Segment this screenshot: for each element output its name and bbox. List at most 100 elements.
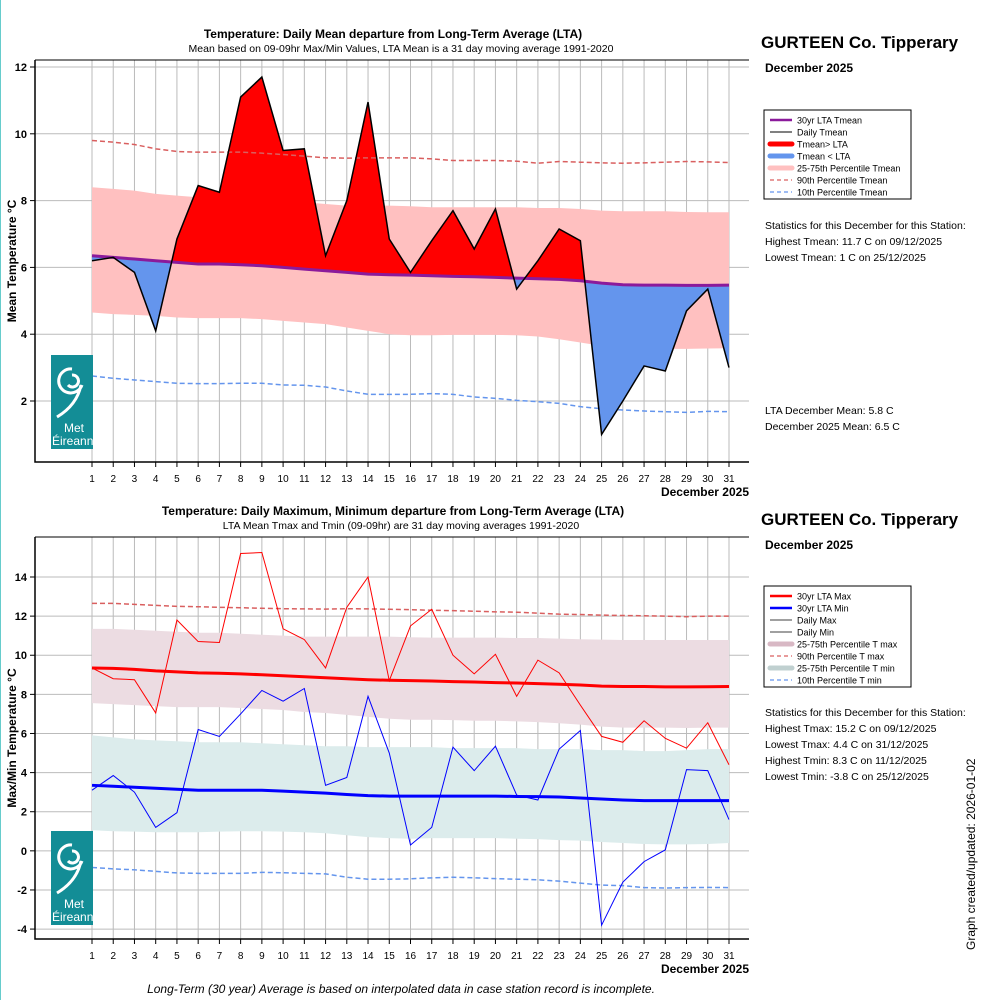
summary-line: LTA December Mean: 5.8 C — [765, 405, 894, 417]
x-tick-label: 8 — [238, 951, 244, 962]
x-tick-label: 25 — [596, 474, 608, 485]
x-tick-label: 12 — [320, 474, 332, 485]
x-tick-label: 5 — [174, 474, 180, 485]
x-tick-label: 4 — [153, 474, 159, 485]
daily-tmean-line — [91, 75, 730, 437]
x-tick-label: 5 — [174, 951, 180, 962]
y-tick-label: 14 — [15, 572, 28, 584]
y-tick-label: 8 — [21, 196, 27, 208]
x-tick-label: 20 — [490, 951, 502, 962]
logo-swirl-icon — [56, 367, 84, 419]
y-tick-label: -2 — [17, 885, 27, 897]
y-axis-label: Max/Min Temperature °C — [5, 668, 19, 808]
y-tick-label: 10 — [15, 650, 27, 662]
stats-line: Lowest Tmax: 4.4 C on 31/12/2025 — [765, 739, 928, 751]
x-tick-label: 28 — [660, 951, 672, 962]
x-tick-label: 10 — [278, 951, 290, 962]
logo-text: Éireann — [52, 433, 93, 448]
y-tick-label: 8 — [21, 689, 27, 701]
y-tick-label: 6 — [21, 262, 27, 274]
x-tick-label: 31 — [723, 951, 735, 962]
x-tick-label: 18 — [447, 474, 459, 485]
legend-item: 90th Percentile T max — [797, 652, 885, 662]
x-tick-label: 27 — [639, 474, 651, 485]
x-tick-label: 24 — [575, 474, 587, 485]
x-tick-label: 17 — [426, 951, 438, 962]
x-tick-label: 15 — [384, 951, 396, 962]
footer-note: Long-Term (30 year) Average is based on … — [147, 982, 655, 996]
legend-item: 30yr LTA Max — [797, 592, 852, 602]
x-tick-label: 8 — [238, 474, 244, 485]
legend-item: 30yr LTA Min — [797, 604, 849, 614]
legend-item: 10th Percentile T min — [797, 676, 882, 686]
legend-item: Daily Tmean — [797, 128, 847, 138]
lta-tmin-line — [91, 783, 729, 803]
station-name: GURTEEN Co. Tipperary — [761, 33, 959, 52]
x-tick-label: 20 — [490, 474, 502, 485]
chart-subtitle: LTA Mean Tmax and Tmin (09-09hr) are 31 … — [223, 520, 580, 532]
stats-line: Highest Tmax: 15.2 C on 09/12/2025 — [765, 723, 937, 735]
x-tick-label: 26 — [617, 474, 629, 485]
chart-title: Temperature: Daily Maximum, Minimum depa… — [162, 504, 624, 518]
logo-swirl-icon — [56, 843, 84, 895]
x-tick-label: 2 — [110, 951, 116, 962]
stats-line: Lowest Tmin: -3.8 C on 25/12/2025 — [765, 771, 929, 783]
x-tick-label: 2 — [110, 474, 116, 485]
daily-tmin-line — [91, 687, 730, 927]
x-tick-label: 11 — [299, 951, 310, 962]
x-tick-label: 30 — [702, 474, 714, 485]
chart-0: Temperature: Daily Mean departure from L… — [5, 27, 966, 499]
x-tick-label: 1 — [89, 951, 95, 962]
x-tick-label: 1 — [89, 474, 95, 485]
x-tick-label: 21 — [511, 474, 523, 485]
x-tick-label: 31 — [723, 474, 735, 485]
x-tick-label: 25 — [596, 951, 608, 962]
x-tick-label: 22 — [532, 474, 544, 485]
x-tick-label: 17 — [426, 474, 438, 485]
x-axis-label: December 2025 — [661, 962, 749, 976]
y-tick-label: 10 — [15, 129, 27, 141]
stats-line: Highest Tmin: 8.3 C on 11/12/2025 — [765, 755, 927, 767]
y-tick-label: 4 — [21, 329, 28, 341]
x-tick-label: 14 — [362, 951, 374, 962]
summary-line: December 2025 Mean: 6.5 C — [765, 421, 900, 433]
station-name: GURTEEN Co. Tipperary — [761, 510, 959, 529]
x-tick-label: 3 — [132, 474, 138, 485]
lta-tmean-line — [91, 254, 730, 287]
x-tick-label: 28 — [660, 474, 672, 485]
legend-item: 10th Percentile Tmean — [797, 188, 887, 198]
y-tick-label: 12 — [15, 62, 27, 74]
x-tick-label: 21 — [511, 951, 523, 962]
stats-line: Lowest Tmean: 1 C on 25/12/2025 — [765, 252, 926, 264]
percentile-band-tmax — [92, 628, 729, 729]
x-tick-label: 27 — [639, 951, 651, 962]
logo-text: Met — [64, 421, 85, 435]
x-tick-label: 19 — [469, 951, 481, 962]
x-tick-label: 4 — [153, 951, 159, 962]
tmean-above-lta-area — [92, 77, 729, 286]
x-tick-label: 12 — [320, 951, 332, 962]
updated-label: Graph created/updated: 2026-01-02 — [964, 758, 978, 950]
x-tick-label: 13 — [341, 951, 353, 962]
x-tick-label: 26 — [617, 951, 629, 962]
x-axis-label: December 2025 — [661, 485, 749, 499]
stats-heading: Statistics for this December for this St… — [765, 220, 966, 232]
x-tick-label: 13 — [341, 474, 353, 485]
y-tick-label: 4 — [21, 768, 28, 780]
legend-item: 25-75th Percentile Tmean — [797, 164, 900, 174]
x-tick-label: 7 — [217, 951, 223, 962]
logo-text: Éireann — [52, 909, 93, 924]
chart-title: Temperature: Daily Mean departure from L… — [204, 27, 582, 41]
daily-tmax-line — [91, 552, 730, 766]
stats-heading: Statistics for this December for this St… — [765, 707, 966, 719]
y-tick-label: 6 — [21, 728, 27, 740]
x-tick-label: 16 — [405, 474, 417, 485]
percentile-band-tmin — [92, 735, 729, 845]
x-tick-label: 3 — [132, 951, 138, 962]
period-label: December 2025 — [765, 538, 853, 552]
p10-line — [91, 375, 730, 414]
legend-item: 25-75th Percentile T min — [797, 664, 895, 674]
x-tick-label: 19 — [469, 474, 481, 485]
axes — [34, 537, 749, 940]
